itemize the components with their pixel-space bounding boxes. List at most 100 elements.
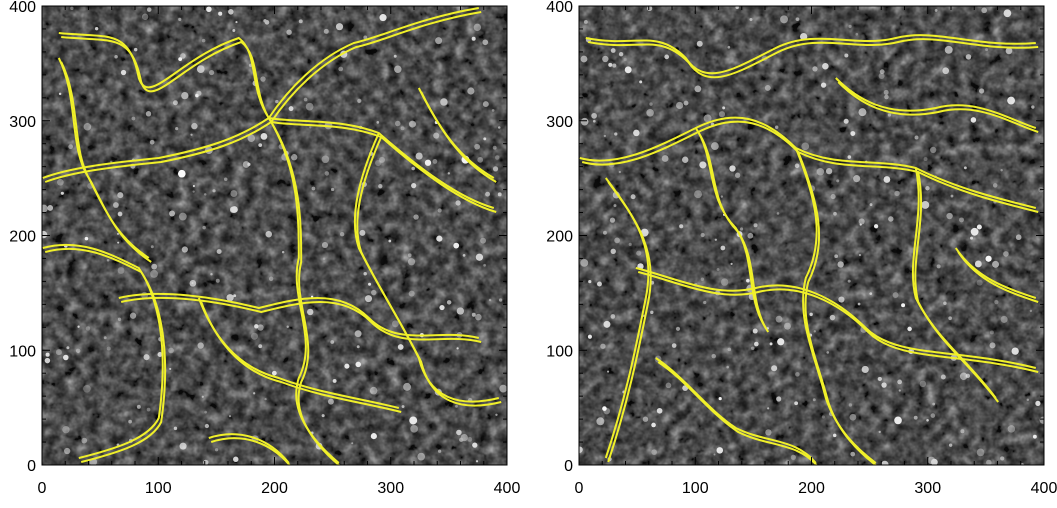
x-tick-label: 400 [1031, 480, 1057, 497]
contour-line [797, 151, 878, 465]
bright-point [411, 166, 415, 171]
x-tick-label: 0 [38, 480, 47, 497]
bright-point [179, 442, 187, 450]
bright-point [790, 454, 796, 460]
bright-point [258, 143, 263, 147]
bright-point [228, 415, 232, 418]
y-tick-label: 0 [564, 458, 573, 475]
bright-point [201, 38, 206, 43]
bright-point [177, 169, 186, 178]
y-tick-label: 300 [9, 114, 36, 131]
bright-point [664, 54, 670, 60]
bright-point [203, 193, 207, 196]
bright-point [45, 352, 50, 357]
bright-point [258, 344, 263, 349]
bright-point [612, 63, 617, 68]
bright-point [829, 314, 836, 321]
bright-point [472, 442, 478, 448]
bright-point [623, 57, 627, 62]
bright-point [820, 82, 827, 88]
bright-point [845, 120, 848, 124]
bright-point [764, 84, 771, 91]
bright-point [415, 152, 423, 160]
bright-point [694, 85, 702, 93]
bright-point [878, 72, 885, 79]
bright-point [809, 312, 813, 317]
bright-point [610, 248, 616, 254]
bright-point [483, 263, 486, 267]
bright-point [720, 278, 729, 286]
bright-point [436, 235, 443, 242]
bright-point [602, 55, 609, 63]
bright-point [934, 8, 938, 12]
bright-point [754, 341, 759, 347]
bright-point [671, 343, 677, 348]
bright-point [447, 172, 451, 175]
bright-point [869, 203, 873, 206]
bright-point [985, 48, 989, 52]
bright-point [471, 36, 476, 41]
bright-point [169, 210, 176, 217]
bright-point [223, 177, 228, 182]
bright-point [826, 351, 830, 354]
bright-point [769, 342, 773, 346]
bright-point [435, 37, 443, 45]
bright-point [356, 345, 360, 349]
bright-point [679, 224, 684, 229]
x-tick-label: 300 [377, 480, 404, 497]
bright-point [409, 416, 418, 425]
bright-point [411, 182, 417, 189]
bright-point [83, 123, 92, 131]
bright-point [696, 40, 703, 47]
bright-point [610, 314, 616, 319]
bright-point [230, 190, 238, 197]
bright-point [173, 426, 178, 431]
bright-point [812, 66, 818, 72]
contour-line [837, 81, 1039, 133]
bright-point [286, 325, 289, 328]
bright-point [795, 372, 800, 377]
bright-point [247, 134, 256, 142]
bright-point [492, 166, 499, 172]
bright-point [965, 54, 972, 60]
bright-point [853, 175, 861, 183]
x-tick-label: 100 [145, 480, 172, 497]
bright-point [197, 342, 204, 349]
bright-point [989, 342, 996, 349]
bright-point [321, 155, 330, 164]
bright-point [650, 310, 654, 315]
bright-point [335, 23, 344, 31]
bright-point [196, 65, 205, 73]
bright-point [106, 258, 110, 262]
bright-point [821, 415, 825, 419]
bright-point [844, 53, 849, 58]
bright-point [713, 453, 716, 456]
bright-point [202, 225, 206, 230]
bright-point [359, 229, 366, 236]
bright-point [1000, 456, 1005, 461]
bright-point [191, 122, 198, 130]
bright-point [265, 230, 272, 238]
bright-point [475, 460, 479, 463]
bright-point [600, 343, 606, 349]
contour-line [270, 121, 341, 465]
bright-point [656, 407, 663, 414]
bright-point [822, 62, 829, 70]
bright-point [357, 98, 362, 104]
bright-point [970, 117, 977, 123]
contour-line [957, 251, 1039, 303]
bright-point [884, 94, 889, 100]
bright-point [113, 202, 119, 208]
bright-point [1029, 309, 1033, 313]
contour-line [420, 91, 497, 183]
bright-point [765, 429, 772, 436]
bright-point [1000, 169, 1003, 172]
bright-point [614, 237, 620, 244]
bright-point [985, 255, 992, 262]
bright-point [642, 416, 649, 422]
bright-point [473, 23, 482, 32]
bright-point [727, 347, 732, 352]
bright-point [703, 114, 712, 123]
bright-point [722, 106, 726, 110]
bright-point [180, 53, 186, 59]
